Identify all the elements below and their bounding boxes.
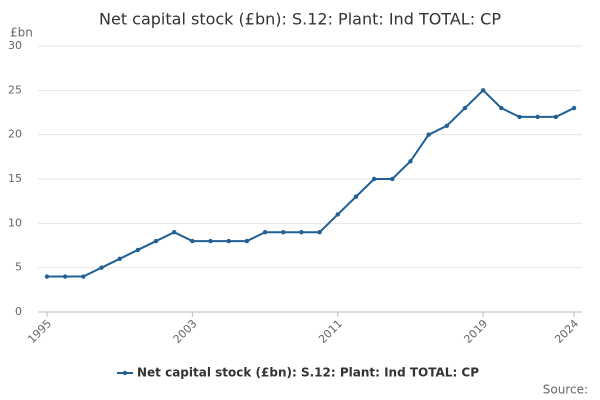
- point: [408, 159, 413, 164]
- point: [244, 238, 250, 244]
- point: [517, 114, 522, 120]
- point: [371, 176, 377, 182]
- point: [262, 230, 268, 235]
- point: [390, 176, 395, 182]
- point: [317, 230, 322, 235]
- point: [172, 230, 177, 235]
- x-tick-label: 2019: [461, 317, 490, 346]
- point: [535, 114, 540, 120]
- y-tick-label: 15: [8, 172, 22, 185]
- x-tick-label: 2024: [552, 317, 581, 346]
- series-line: [47, 88, 575, 278]
- x-tick-label: 1995: [25, 317, 54, 346]
- y-tick-label: 25: [8, 83, 22, 96]
- point: [226, 238, 231, 244]
- point: [99, 265, 104, 270]
- y-tick-label: 10: [8, 216, 22, 229]
- y-tick-label: 0: [15, 305, 22, 318]
- point: [190, 238, 195, 244]
- x-tick-label: 2003: [171, 317, 200, 346]
- point: [353, 194, 359, 199]
- point: [335, 212, 340, 217]
- point: [81, 274, 86, 279]
- point: [44, 274, 50, 279]
- legend-label: Net capital stock (£bn): S.12: Plant: In…: [137, 366, 479, 380]
- source: Source:: [543, 383, 588, 397]
- point: [499, 105, 504, 111]
- point: [480, 88, 486, 93]
- point: [281, 230, 286, 235]
- point: [444, 123, 449, 128]
- legend-marker: [122, 370, 128, 376]
- point: [208, 238, 213, 244]
- x-tick-label: 2011: [316, 317, 345, 346]
- point: [553, 114, 559, 120]
- y-tick-label: 20: [8, 128, 22, 141]
- point: [571, 105, 577, 111]
- point: [153, 238, 159, 244]
- y-tick-label: 30: [8, 39, 22, 52]
- point: [299, 230, 304, 235]
- point: [117, 256, 122, 261]
- chart-title: Net capital stock (£bn): S.12: Plant: In…: [99, 10, 501, 29]
- point: [462, 105, 468, 111]
- y-unit: £bn: [10, 26, 33, 40]
- point: [426, 132, 431, 137]
- point: [62, 274, 68, 279]
- point: [135, 247, 141, 253]
- y-tick-label: 5: [15, 261, 22, 274]
